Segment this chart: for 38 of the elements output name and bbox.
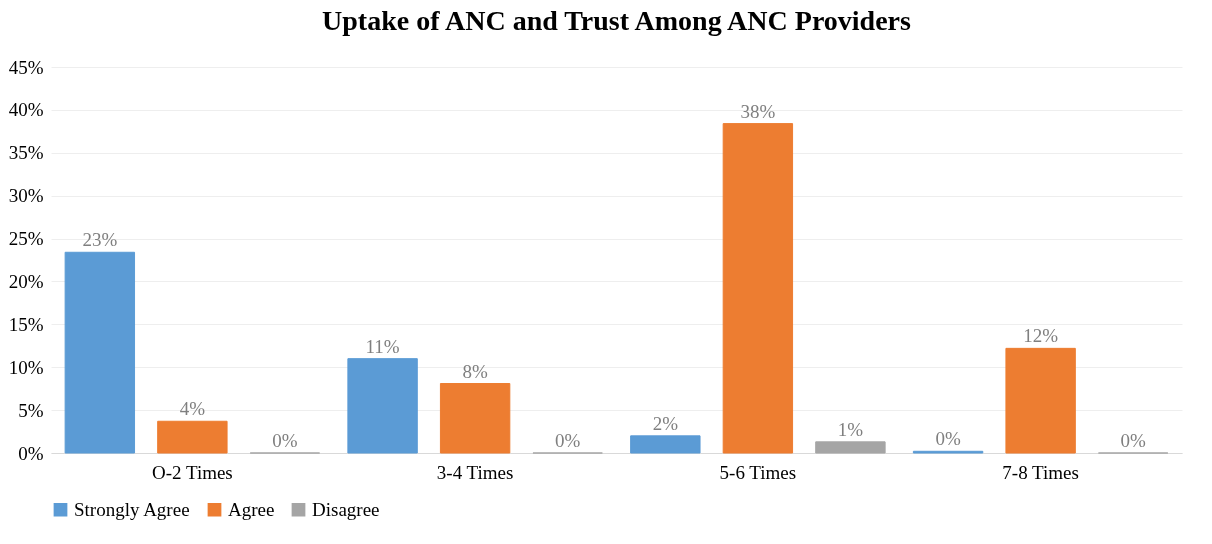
y-tick-label: 35%	[8, 142, 44, 164]
y-tick-label: 5%	[18, 399, 44, 421]
data-label: 4%	[179, 398, 206, 420]
data-label: 0%	[555, 430, 581, 451]
bar	[722, 123, 794, 454]
bar	[64, 251, 136, 454]
data-label: 38%	[740, 100, 776, 122]
data-label: 12%	[1023, 325, 1059, 347]
y-tick-label: 25%	[8, 228, 44, 250]
x-tick-label: 7-8 Times	[1002, 461, 1079, 483]
y-tick-label: 15%	[8, 313, 44, 335]
data-label: 11%	[365, 335, 400, 357]
data-label: 0%	[935, 428, 961, 450]
y-tick-label: 0%	[18, 442, 44, 464]
chart-title: Uptake of ANC and Trust Among ANC Providers	[322, 5, 912, 36]
data-label: 2%	[652, 412, 679, 434]
x-tick-label: 5-6 Times	[719, 461, 797, 483]
bar	[347, 358, 418, 454]
bar	[1005, 347, 1076, 454]
y-tick-label: 40%	[8, 99, 44, 121]
data-label: 0%	[1120, 430, 1146, 451]
y-tick-label: 10%	[8, 356, 44, 378]
bar	[630, 435, 701, 454]
legend-label: Strongly Agree	[74, 498, 190, 520]
bar	[157, 420, 228, 454]
bar	[815, 441, 886, 454]
y-tick-label: 45%	[8, 56, 44, 78]
x-tick-label: O-2 Times	[151, 461, 233, 483]
bar	[439, 383, 511, 454]
data-label: 0%	[272, 430, 298, 451]
legend-label: Agree	[228, 498, 275, 520]
y-tick-label: 30%	[8, 185, 44, 207]
data-label: 1%	[837, 418, 864, 440]
legend-label: Disagree	[312, 498, 380, 520]
x-tick-label: 3-4 Times	[436, 461, 514, 483]
y-tick-label: 20%	[8, 270, 44, 292]
data-label: 8%	[462, 360, 488, 382]
data-label: 23%	[82, 229, 118, 251]
